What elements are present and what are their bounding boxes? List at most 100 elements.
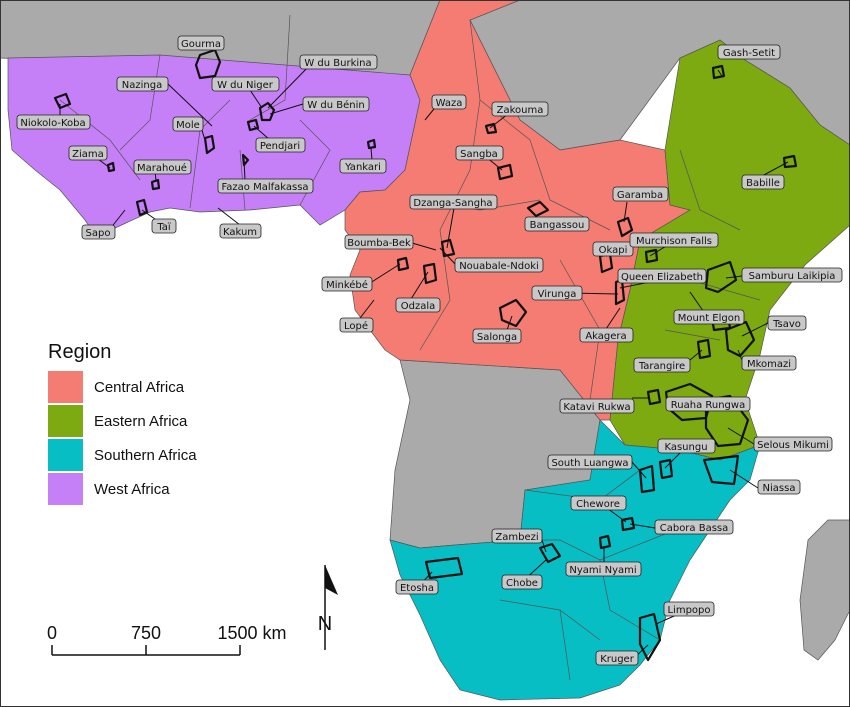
park-label[interactable]: Queen Elizabeth (617, 268, 707, 284)
park-label[interactable]: Ruaha Rungwa (665, 396, 751, 412)
park-label[interactable]: Kruger (595, 650, 639, 666)
park-label[interactable]: Nyami Nyami (565, 561, 642, 577)
park-label-text: Bangassou (530, 220, 585, 231)
park-label[interactable]: Taï (151, 218, 177, 234)
legend: Region Central Africa Eastern Africa Sou… (48, 341, 197, 505)
park-label[interactable]: Zakouma (491, 101, 549, 117)
legend-swatch (48, 405, 83, 437)
park-label-text: Odzala (401, 301, 436, 312)
park-label[interactable]: W du Bénin (302, 96, 370, 112)
park-label-text: Boumba-Bek (347, 238, 411, 249)
park-label[interactable]: Samburu Laikipia (741, 267, 843, 283)
park-label-text: Sapo (86, 228, 111, 239)
park-label[interactable]: Chewore (570, 495, 627, 511)
park-label[interactable]: Selous Mikumi (753, 436, 833, 452)
scale-tick-label: 1500 km (217, 623, 286, 643)
park-label-text: Okapi (599, 245, 628, 256)
park-outline-bangassou (526, 200, 550, 218)
park-label[interactable]: South Luangwa (547, 454, 633, 470)
park-label[interactable]: Murchison Falls (629, 232, 719, 248)
park-outline-ziama (106, 161, 116, 173)
park-label-text: Mole (176, 120, 200, 131)
park-label[interactable]: Yankari (339, 158, 387, 174)
park-label[interactable]: Nouabale-Ndoki (454, 257, 544, 273)
park-label-text: Niassa (763, 483, 796, 494)
park-label[interactable]: Boumba-Bek (344, 234, 414, 250)
park-label[interactable]: Dzanga-Sangha (409, 194, 498, 210)
park-label[interactable]: Okapi (592, 241, 634, 257)
park-label[interactable]: Pendjari (255, 137, 306, 153)
legend-label: Central Africa (94, 379, 185, 396)
park-label[interactable]: Kakum (219, 223, 262, 239)
park-label[interactable]: Chobe (501, 574, 543, 590)
park-outline-minkebe (396, 256, 410, 272)
park-label[interactable]: Gash-Setit (717, 44, 781, 60)
park-label-text: Selous Mikumi (757, 440, 829, 451)
park-label[interactable]: Niokolo-Koba (16, 114, 91, 130)
park-labels-southern: South Luangwa Chewore Cabora Bassa Zambe… (395, 454, 734, 666)
park-label[interactable]: W du Niger (211, 76, 280, 92)
park-outline-odzala (422, 262, 438, 285)
park-label[interactable]: Mount Elgon (673, 309, 745, 325)
park-label[interactable]: Cabora Bassa (654, 519, 734, 535)
park-label[interactable]: Virunga (531, 285, 583, 301)
park-label-text: Niokolo-Koba (20, 118, 85, 129)
park-label[interactable]: Sapo (81, 224, 116, 240)
park-label-text: Mount Elgon (678, 313, 740, 324)
park-outline-pendjari (246, 118, 260, 132)
park-outlines (53, 48, 798, 662)
park-label-text: Kakum (223, 227, 257, 238)
park-label[interactable]: Etosha (395, 579, 439, 595)
park-outline-samburu (704, 260, 738, 294)
legend-item: Southern Africa (48, 439, 197, 471)
park-label[interactable]: Garamba (612, 186, 669, 202)
park-label-text: Lopé (344, 320, 368, 332)
park-label[interactable]: Odzala (395, 297, 441, 313)
park-label[interactable]: W du Burkina (299, 54, 378, 70)
park-label[interactable]: Gourma (177, 35, 225, 51)
park-outline-nyami (598, 534, 612, 550)
park-label-text: W du Niger (217, 80, 274, 91)
park-label[interactable]: Mole (172, 116, 204, 132)
park-label[interactable]: Katavi Rukwa (559, 398, 635, 414)
legend-item: Central Africa (48, 371, 185, 403)
park-label[interactable]: Nazinga (116, 76, 169, 92)
park-label[interactable]: Tsavo (767, 315, 807, 331)
park-label-text: Minkébé (326, 279, 368, 291)
park-label[interactable]: Mkomazi (741, 355, 797, 371)
park-labels-eastern: Gash-Setit Babille Murchison Falls Queen… (617, 44, 843, 495)
park-label[interactable]: Sangba (455, 145, 504, 161)
park-outline-selous (704, 394, 750, 448)
park-label[interactable]: Akagera (579, 327, 634, 343)
legend-label: Southern Africa (94, 447, 197, 464)
park-label-text: Chewore (576, 499, 620, 510)
park-label[interactable]: Waza (431, 94, 467, 110)
park-label-text: Virunga (538, 289, 577, 300)
park-outline-south-luangwa (638, 464, 656, 494)
park-outline-niokolo-koba (53, 92, 72, 110)
park-label[interactable]: Limpopo (663, 601, 715, 617)
legend-swatch (48, 371, 83, 403)
park-label-text: Zambezi (495, 532, 538, 543)
park-label[interactable]: Fazao Malfakassa (217, 178, 314, 194)
park-label[interactable]: Zambezi (491, 528, 543, 544)
park-label[interactable]: Tarangire (633, 357, 691, 373)
park-outline-mole (203, 134, 216, 155)
park-label[interactable]: Salonga (472, 328, 522, 344)
park-label-text: Gourma (181, 39, 221, 50)
legend-swatch (48, 473, 83, 505)
park-label[interactable]: Marahoué (133, 159, 192, 175)
park-label[interactable]: Babille (741, 174, 785, 190)
park-labels-central: Waza Zakouma Sangba Dzanga-Sangha Bangas… (321, 94, 669, 414)
park-label[interactable]: Bangassou (524, 216, 590, 232)
park-outline-kasungu (658, 458, 674, 480)
park-label-text: W du Bénin (307, 99, 364, 111)
park-label[interactable]: Ziama (68, 145, 108, 161)
park-label-text: Fazao Malfakassa (221, 182, 308, 193)
legend-title: Region (48, 341, 111, 363)
park-label[interactable]: Kasungu (657, 438, 716, 454)
park-outline-murchison (644, 248, 659, 264)
park-label[interactable]: Niassa (757, 479, 801, 495)
park-label[interactable]: Minkébé (321, 276, 373, 292)
park-label[interactable]: Lopé (339, 317, 374, 333)
